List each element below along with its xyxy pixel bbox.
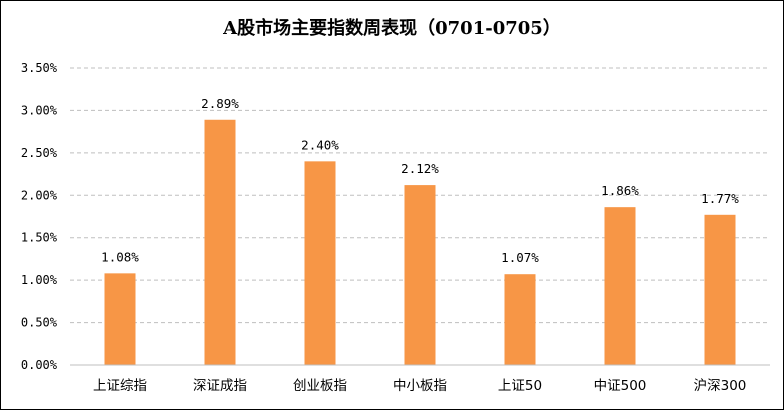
data-label: 2.40% [301, 137, 339, 152]
x-tick-label: 创业板指 [293, 378, 347, 394]
data-label: 2.12% [401, 161, 439, 176]
y-tick-label: 0.50% [21, 316, 58, 330]
y-tick-label: 0.00% [21, 358, 58, 372]
x-tick-label: 中证500 [594, 378, 647, 394]
data-label: 1.07% [501, 250, 539, 265]
bars [104, 119, 736, 366]
chart-title: A股市场主要指数周表现（0701-0705） [223, 18, 561, 39]
x-tick-label: 上证综指 [93, 378, 147, 394]
y-tick-label: 3.50% [21, 61, 58, 75]
bar [504, 274, 536, 365]
x-tick-label: 中小板指 [393, 378, 447, 394]
bar [104, 273, 136, 365]
bar [404, 185, 436, 365]
y-axis: 0.00% 0.50% 1.00% 1.50% 2.00% 2.50% 3.00% 3.50% [21, 61, 58, 372]
data-labels: 1.08% 2.89% 2.40% 2.12% 1.07% 1.86% 1.77% [101, 96, 739, 265]
bar [204, 119, 236, 366]
x-tick-label: 上证50 [498, 378, 542, 394]
data-label: 2.89% [201, 96, 239, 111]
data-label: 1.77% [701, 191, 739, 206]
y-tick-label: 1.50% [21, 231, 58, 245]
y-tick-label: 3.00% [21, 103, 58, 117]
x-axis: 上证综指 深证成指 创业板指 中小板指 上证50 中证500 沪深300 [70, 364, 770, 394]
y-tick-label: 2.00% [21, 188, 58, 202]
bar [604, 207, 636, 365]
bar [304, 161, 336, 365]
x-tick-label: 沪深300 [694, 378, 747, 394]
y-tick-label: 2.50% [21, 146, 58, 160]
x-tick-label: 深证成指 [193, 378, 247, 394]
data-label: 1.86% [601, 183, 639, 198]
bar [704, 214, 736, 365]
data-label: 1.08% [101, 249, 139, 264]
y-tick-label: 1.00% [21, 273, 58, 287]
